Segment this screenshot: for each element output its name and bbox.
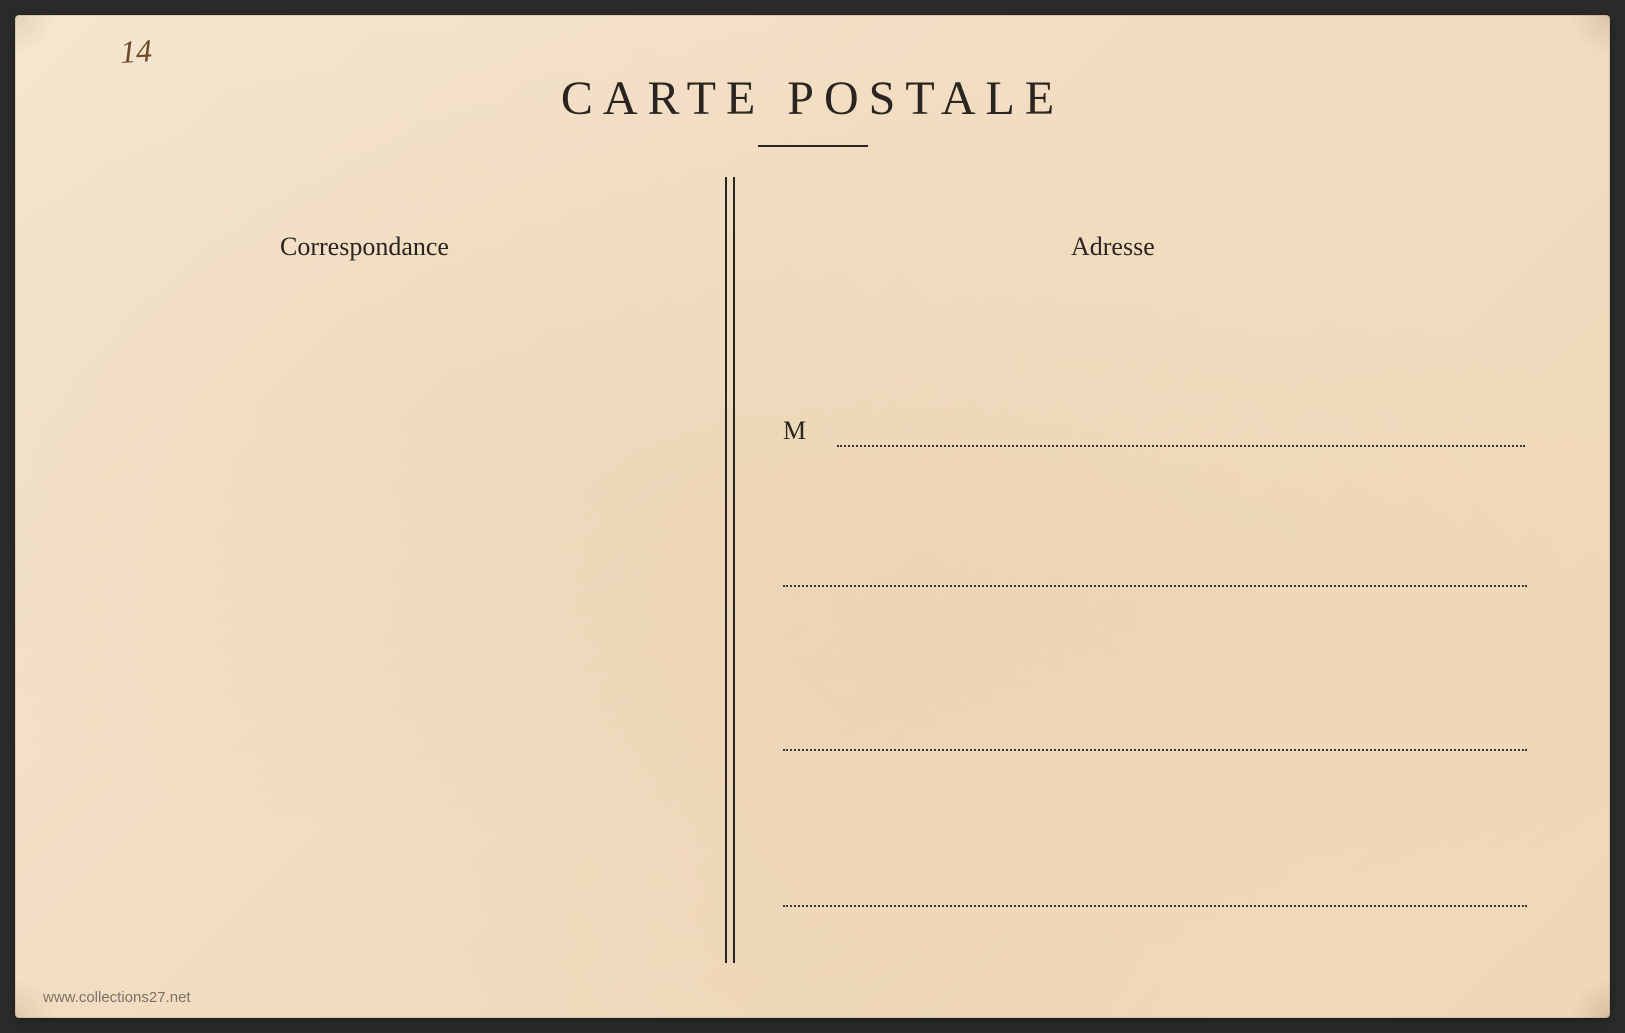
address-line bbox=[783, 585, 1527, 587]
address-line bbox=[837, 445, 1525, 447]
wear-corner bbox=[1570, 978, 1610, 1018]
postcard-title: CARTE POSTALE bbox=[15, 71, 1610, 126]
wear-corner bbox=[15, 15, 55, 55]
address-line bbox=[783, 905, 1527, 907]
vertical-divider-line bbox=[733, 177, 735, 963]
handwritten-annotation: 14 bbox=[119, 32, 153, 71]
wear-corner bbox=[1570, 15, 1610, 55]
postcard-back: 14 CARTE POSTALE Correspondance Adresse … bbox=[15, 15, 1610, 1018]
watermark-text: www.collections27.net bbox=[43, 989, 191, 1006]
title-underline bbox=[758, 145, 868, 147]
correspondence-header: Correspondance bbox=[280, 232, 449, 262]
address-line bbox=[783, 749, 1527, 751]
address-header: Adresse bbox=[1071, 232, 1155, 262]
address-prefix-m: M bbox=[783, 416, 806, 446]
vertical-divider-line bbox=[725, 177, 727, 963]
